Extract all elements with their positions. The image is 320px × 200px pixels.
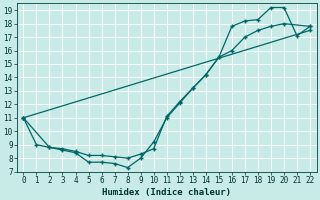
X-axis label: Humidex (Indice chaleur): Humidex (Indice chaleur) <box>102 188 231 197</box>
